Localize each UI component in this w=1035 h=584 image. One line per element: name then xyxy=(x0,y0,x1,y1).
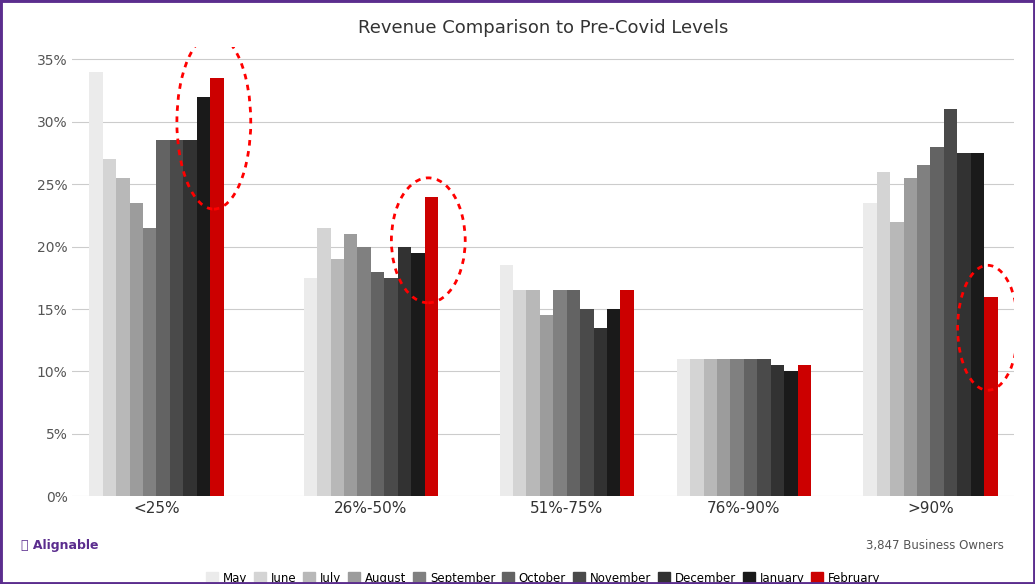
Bar xyxy=(904,178,917,496)
Bar xyxy=(554,290,567,496)
Bar xyxy=(690,359,704,496)
Bar xyxy=(527,290,540,496)
Bar xyxy=(944,109,957,496)
Bar xyxy=(890,221,904,496)
Bar xyxy=(102,159,116,496)
Title: Revenue Comparison to Pre-Covid Levels: Revenue Comparison to Pre-Covid Levels xyxy=(358,19,729,37)
Bar xyxy=(424,197,438,496)
Bar xyxy=(500,265,513,496)
Bar xyxy=(330,259,344,496)
Text: 3,847 Business Owners: 3,847 Business Owners xyxy=(866,539,1004,552)
Bar xyxy=(397,246,411,496)
Bar xyxy=(930,147,944,496)
Bar xyxy=(704,359,717,496)
Bar xyxy=(210,78,224,496)
Bar xyxy=(89,72,102,496)
Bar xyxy=(771,365,785,496)
Bar xyxy=(357,246,371,496)
Bar xyxy=(863,203,877,496)
Bar xyxy=(758,359,771,496)
Bar xyxy=(607,309,620,496)
Bar xyxy=(344,234,357,496)
Bar xyxy=(917,165,930,496)
Text: Ⓢ Alignable: Ⓢ Alignable xyxy=(21,539,98,552)
Bar xyxy=(580,309,593,496)
Bar xyxy=(116,178,129,496)
Legend: May, June, July, August, September, October, November, December, January, Februa: May, June, July, August, September, Octo… xyxy=(202,567,885,584)
Bar xyxy=(957,153,971,496)
Bar xyxy=(540,315,554,496)
Bar xyxy=(984,297,998,496)
Bar xyxy=(384,278,397,496)
Bar xyxy=(620,290,633,496)
Bar xyxy=(170,140,183,496)
Bar xyxy=(197,97,210,496)
Bar xyxy=(513,290,527,496)
Bar xyxy=(129,203,143,496)
Bar xyxy=(143,228,156,496)
Bar xyxy=(744,359,758,496)
Bar xyxy=(567,290,580,496)
Bar xyxy=(411,253,424,496)
Bar xyxy=(971,153,984,496)
Bar xyxy=(785,371,798,496)
Bar xyxy=(717,359,731,496)
Bar xyxy=(183,140,197,496)
Bar xyxy=(371,272,384,496)
Bar xyxy=(798,365,811,496)
Bar xyxy=(677,359,690,496)
Bar xyxy=(317,228,330,496)
Bar xyxy=(877,172,890,496)
Bar xyxy=(731,359,744,496)
Bar xyxy=(593,328,607,496)
Bar xyxy=(156,140,170,496)
Bar xyxy=(303,278,317,496)
